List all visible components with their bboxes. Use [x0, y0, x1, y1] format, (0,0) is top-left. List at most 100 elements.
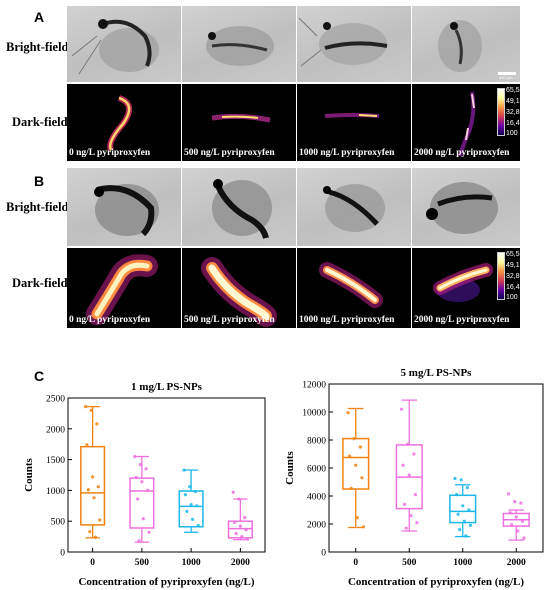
panel-a-colorbar: [497, 88, 505, 136]
data-point: [519, 501, 523, 505]
data-point: [412, 452, 416, 456]
data-point: [238, 524, 242, 528]
data-point: [361, 525, 366, 529]
data-point: [401, 463, 405, 467]
panel-b-dark-image-1: 500 ng/L pyriproxyfen: [182, 248, 296, 328]
colorbar-tick: 65,535: [506, 87, 520, 94]
y-tick-label: 2000: [307, 521, 326, 531]
panel-a-conc-label-3: 2000 ng/L pyriproxyfen: [414, 148, 510, 158]
data-point: [190, 517, 195, 521]
data-point: [352, 437, 356, 441]
panel-a-dark-label: Dark-field: [12, 115, 68, 129]
data-point: [145, 488, 150, 492]
panel-b-letter: B: [34, 173, 45, 189]
y-tick-label: 0: [321, 549, 326, 559]
panel-b-conc-label-3: 2000 ng/L pyriproxyfen: [414, 315, 510, 325]
daphnia-silhouette-icon: [94, 184, 159, 237]
data-point: [89, 408, 93, 412]
colorbar-tick: 65,535: [506, 251, 520, 258]
data-point: [513, 500, 517, 504]
data-point: [93, 535, 98, 539]
data-point: [358, 445, 362, 449]
panel-a-conc-label-1: 500 ng/L pyriproxyfen: [184, 148, 275, 158]
data-point: [133, 454, 137, 459]
data-point: [453, 476, 457, 481]
panel-a-bright-label: Bright-field: [6, 40, 69, 54]
y-tick-label: 1500: [46, 456, 65, 466]
daphnia-silhouette-icon: [71, 19, 159, 75]
data-point: [456, 512, 460, 516]
daphnia-silhouette-icon: [298, 17, 388, 67]
data-point: [467, 508, 471, 512]
data-point: [360, 476, 364, 480]
data-point: [138, 462, 143, 467]
data-point: [514, 515, 518, 519]
panel-b-conc-label-0: 0 ng/L pyriproxyfen: [69, 315, 151, 325]
data-point: [98, 518, 102, 522]
daphnia-silhouette-icon: [323, 184, 385, 232]
panel-b-colorbar: [497, 252, 505, 300]
panel-a-letter: A: [34, 9, 45, 25]
data-point: [346, 411, 350, 415]
data-point: [459, 478, 463, 482]
colorbar-tick: 49,176: [506, 262, 520, 269]
daphnia-silhouette-icon: [438, 20, 516, 75]
panel-a-dark-image-1: 500 ng/L pyriproxyfen: [182, 84, 296, 161]
data-point: [231, 490, 235, 494]
panel-b-bright-image-3: [412, 168, 520, 246]
daphnia-silhouette-icon: [212, 179, 272, 239]
data-point: [237, 497, 241, 501]
data-point: [240, 535, 244, 539]
data-point: [415, 521, 419, 525]
x-tick-label: 2000: [231, 558, 250, 568]
panel-c-letter: C: [34, 368, 45, 384]
data-point: [85, 443, 89, 447]
y-axis-label: Counts: [284, 450, 296, 484]
box: [227, 520, 253, 539]
data-point: [140, 480, 144, 484]
data-point: [183, 493, 188, 497]
x-tick-label: 0: [90, 558, 95, 568]
data-point: [244, 528, 248, 532]
x-tick-label: 2000: [507, 558, 526, 568]
data-point: [468, 523, 473, 527]
data-point: [195, 504, 199, 508]
data-point: [522, 536, 526, 540]
y-tick-label: 0: [60, 549, 65, 559]
colorbar-tick: 49,176: [506, 98, 520, 105]
y-axis-label: Counts: [23, 457, 35, 491]
panel-b-dark-image-0: 0 ng/L pyriproxyfen: [67, 248, 181, 328]
data-point: [520, 519, 525, 523]
data-point: [409, 514, 413, 518]
data-point: [95, 422, 99, 426]
panel-a-dark-image-3: 2000 ng/L pyriproxyfen 65,535 49,176 32,…: [412, 84, 520, 161]
data-point: [144, 467, 148, 471]
data-point: [189, 502, 193, 507]
y-tick-label: 2000: [46, 425, 65, 435]
colorbar-tick: 16,459: [506, 120, 520, 127]
box: [80, 445, 106, 526]
box: [129, 477, 155, 529]
data-point: [92, 496, 96, 500]
y-tick-label: 12000: [302, 381, 326, 391]
data-point: [188, 485, 192, 489]
y-tick-label: 1000: [46, 487, 65, 497]
data-point: [134, 475, 138, 480]
panel-b-dark-image-2: 1000 ng/L pyriproxyfen: [297, 248, 411, 328]
data-point: [147, 530, 151, 534]
data-point: [355, 516, 359, 520]
data-point: [506, 492, 511, 496]
chart-title: 5 mg/L PS-NPs: [401, 367, 473, 379]
panel-a-dark-image-2: 1000 ng/L pyriproxyfen: [297, 84, 411, 161]
y-tick-label: 6000: [307, 465, 326, 475]
panel-a-bright-image-3: 400 μm: [412, 6, 520, 82]
box: [178, 490, 204, 528]
data-point: [404, 526, 408, 530]
x-tick-label: 0: [353, 558, 358, 568]
colorbar-tick: 32,818: [506, 109, 520, 116]
panel-a-bright-image-1: [182, 6, 296, 82]
x-tick-label: 1000: [182, 558, 201, 568]
x-tick-label: 500: [135, 558, 150, 568]
y-tick-label: 10000: [302, 409, 326, 419]
data-point: [465, 486, 469, 490]
